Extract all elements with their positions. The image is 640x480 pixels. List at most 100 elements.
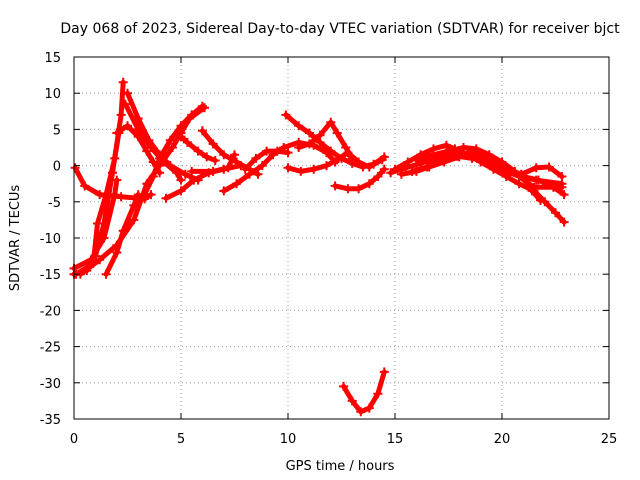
y-tick-label: 10	[44, 87, 61, 102]
data-point	[339, 381, 349, 391]
data-point	[369, 159, 379, 169]
series-track-12	[176, 132, 220, 165]
data-point	[283, 148, 293, 158]
data-point	[133, 132, 143, 142]
data-point	[223, 163, 233, 173]
data-point	[444, 152, 453, 162]
y-tick-label: -30	[40, 377, 61, 392]
data-point	[330, 181, 340, 191]
data-point	[129, 215, 139, 225]
series-line	[446, 150, 567, 198]
data-point	[176, 186, 186, 196]
data-point	[116, 192, 126, 202]
series-line	[114, 123, 163, 176]
data-point	[230, 150, 239, 160]
data-point	[465, 148, 475, 158]
data-point	[189, 175, 199, 185]
data-point	[296, 166, 306, 176]
data-point	[95, 190, 105, 200]
data-point	[379, 164, 389, 174]
data-point	[148, 172, 158, 181]
x-tick-label: 5	[177, 432, 185, 447]
data-point	[341, 143, 351, 152]
data-point	[165, 135, 175, 145]
data-point	[187, 110, 197, 120]
data-point	[386, 168, 396, 178]
data-point	[364, 403, 374, 413]
data-point	[411, 155, 421, 165]
series-track-25	[411, 143, 545, 205]
data-point	[315, 130, 325, 140]
data-point	[118, 77, 128, 87]
y-tick-label: -20	[40, 304, 61, 319]
series-track-19	[294, 117, 357, 163]
data-point	[155, 168, 165, 178]
data-point	[356, 407, 366, 417]
series-track-14	[187, 150, 239, 176]
data-point	[70, 163, 80, 173]
data-point	[176, 175, 186, 185]
data-point	[187, 166, 197, 176]
data-point	[486, 158, 496, 168]
data-point	[197, 101, 207, 111]
series-line	[189, 152, 237, 174]
series-track-06	[101, 190, 143, 279]
data-point	[251, 153, 261, 163]
data-point	[219, 150, 229, 160]
data-point	[210, 156, 220, 165]
data-point	[202, 152, 212, 162]
series-track-21	[339, 367, 389, 417]
x-tick-label: 0	[70, 432, 78, 447]
data-point	[379, 367, 389, 377]
data-point	[142, 146, 152, 156]
grid	[74, 57, 609, 419]
data-point	[304, 139, 314, 149]
data-point	[544, 162, 554, 172]
data-point	[437, 155, 447, 165]
data-point	[548, 182, 558, 192]
data-point	[559, 190, 569, 200]
data-point	[99, 233, 109, 243]
data-point	[176, 132, 186, 142]
data-point	[304, 128, 314, 138]
data-point	[441, 140, 451, 150]
data-point	[118, 226, 128, 236]
data-point	[110, 153, 120, 163]
series-track-27	[444, 148, 569, 200]
axis-ticks	[73, 56, 610, 420]
data-point	[120, 99, 130, 109]
data-point	[527, 186, 537, 196]
data-point	[140, 190, 150, 200]
data-point	[257, 161, 267, 171]
x-tick-label: 20	[494, 432, 511, 447]
x-tick-labels: 0 5 10 15 20 25	[70, 432, 617, 447]
data-point	[326, 146, 336, 156]
data-point	[193, 146, 203, 156]
x-axis-label: GPS time / hours	[286, 459, 395, 474]
data-point	[197, 126, 207, 136]
data-series	[69, 77, 569, 417]
data-point	[93, 219, 102, 228]
data-point	[294, 121, 304, 131]
x-tick-label: 10	[280, 432, 297, 447]
y-tick-label: -10	[40, 232, 61, 247]
y-tick-label: 0	[53, 160, 61, 175]
data-point	[240, 164, 250, 174]
data-point	[533, 175, 543, 185]
data-point	[123, 88, 132, 98]
data-point	[232, 179, 242, 189]
data-point	[379, 152, 389, 162]
y-tick-label: 15	[44, 51, 61, 66]
data-point	[401, 163, 411, 173]
data-point	[155, 153, 165, 163]
x-tick-label: 15	[387, 432, 404, 447]
y-axis-label: SDTVAR / TECUs	[8, 185, 23, 292]
data-point	[343, 184, 353, 194]
data-point	[95, 255, 105, 265]
data-point	[551, 208, 560, 218]
data-point	[101, 269, 111, 279]
data-point	[347, 153, 357, 163]
data-point	[471, 144, 481, 154]
data-point	[80, 181, 90, 191]
data-point	[429, 150, 438, 160]
